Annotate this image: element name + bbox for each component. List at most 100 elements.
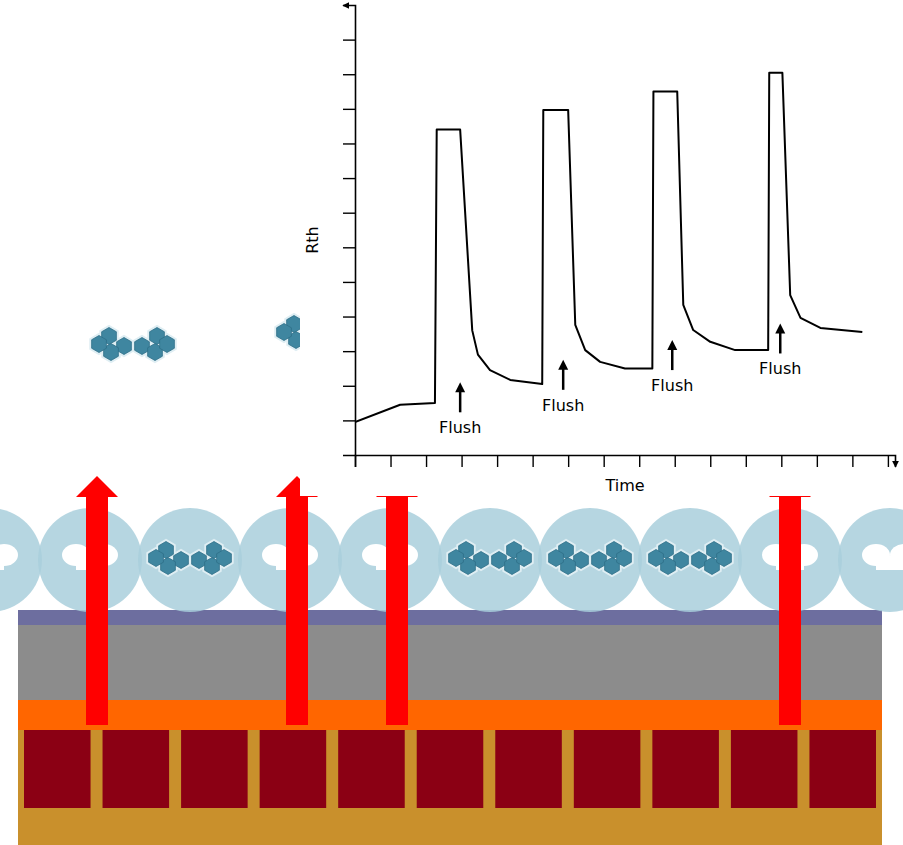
tick xyxy=(781,455,782,467)
tick-mark xyxy=(343,351,355,352)
tick-mark xyxy=(355,455,356,467)
tick-mark xyxy=(817,455,818,467)
x-axis xyxy=(356,455,896,467)
tick-mark xyxy=(888,455,889,467)
tick-mark xyxy=(675,455,676,467)
annotation-label: Flush xyxy=(542,396,584,415)
annotation: Flush xyxy=(439,382,481,437)
heat-arrows xyxy=(76,476,811,725)
tick-mark xyxy=(343,143,355,144)
shape xyxy=(474,552,489,569)
base-layer xyxy=(18,808,882,845)
grey-layer xyxy=(18,625,882,700)
block xyxy=(495,730,562,808)
shape xyxy=(876,556,903,570)
tick-mark xyxy=(390,455,391,467)
tick xyxy=(710,455,711,467)
arrow-shaft xyxy=(386,496,408,725)
receptor xyxy=(138,508,242,612)
rth-line xyxy=(355,73,862,422)
tick xyxy=(343,143,355,144)
tick-mark xyxy=(461,455,462,467)
shape xyxy=(617,550,632,567)
shape xyxy=(192,552,207,569)
tick-mark xyxy=(343,316,355,317)
tick-mark xyxy=(343,109,355,110)
tick-mark xyxy=(746,455,747,467)
tick xyxy=(343,351,355,352)
block xyxy=(574,730,641,808)
tick xyxy=(343,247,355,248)
tick-mark xyxy=(497,455,498,467)
cavity xyxy=(862,544,903,570)
annotation: Flush xyxy=(542,360,584,415)
molecule xyxy=(91,327,175,362)
shape xyxy=(717,550,732,567)
tick-mark xyxy=(852,455,853,467)
axis-line xyxy=(356,456,896,468)
x-axis-title: Time xyxy=(604,476,644,495)
chart-background xyxy=(300,0,903,496)
tick-mark xyxy=(343,386,355,387)
annotation-arrow xyxy=(562,368,565,390)
annotation-arrow-head xyxy=(775,323,785,333)
shape xyxy=(149,550,164,567)
block xyxy=(731,730,798,808)
shape xyxy=(0,556,4,570)
annotation-arrow xyxy=(459,390,462,412)
shape xyxy=(574,552,589,569)
tick xyxy=(604,455,605,467)
tick xyxy=(355,455,356,467)
block xyxy=(260,730,327,808)
thin-layer xyxy=(18,610,882,625)
tick xyxy=(746,455,747,467)
tick-mark xyxy=(343,282,355,283)
annotation-arrow xyxy=(779,331,782,353)
tick xyxy=(639,455,640,467)
plot-area xyxy=(355,73,862,422)
tick-mark xyxy=(343,212,355,213)
tick xyxy=(343,178,355,179)
tick xyxy=(852,455,853,467)
molecule xyxy=(148,541,232,576)
block xyxy=(24,730,91,808)
annotation-arrow xyxy=(671,348,674,370)
annotation: Flush xyxy=(651,340,693,395)
arrow-shaft xyxy=(286,496,308,725)
shape xyxy=(674,552,689,569)
tick xyxy=(568,455,569,467)
receptor xyxy=(838,508,903,612)
annotation-arrow-head xyxy=(455,382,465,392)
block xyxy=(181,730,248,808)
shape xyxy=(492,552,507,569)
tick xyxy=(343,213,355,214)
annotation: Flush xyxy=(759,323,801,378)
tick-mark xyxy=(343,39,355,40)
shape xyxy=(217,550,232,567)
molecule xyxy=(448,541,532,576)
receptor-row xyxy=(0,508,903,612)
annotation-arrow-head xyxy=(667,340,677,350)
receptor xyxy=(438,508,542,612)
block xyxy=(103,730,170,808)
shape xyxy=(174,552,189,569)
tick-mark xyxy=(710,455,711,467)
tick xyxy=(426,455,427,467)
block xyxy=(338,730,405,808)
tick-mark xyxy=(343,178,355,179)
tick xyxy=(497,455,498,467)
cavity xyxy=(0,544,18,570)
annotation-arrow-head xyxy=(558,360,568,370)
shape xyxy=(135,338,150,355)
tick xyxy=(462,455,463,467)
tick-mark xyxy=(426,455,427,467)
tick xyxy=(343,282,355,283)
block xyxy=(809,730,876,808)
block xyxy=(417,730,484,808)
tick xyxy=(343,74,355,75)
tick xyxy=(343,420,355,421)
tick-mark xyxy=(568,455,569,467)
receptor xyxy=(638,508,742,612)
tick-mark xyxy=(343,74,355,75)
shape xyxy=(117,338,132,355)
